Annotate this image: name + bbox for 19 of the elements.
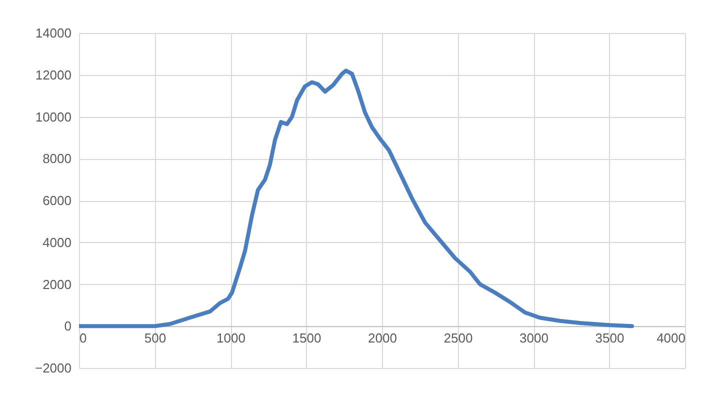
y-tick-label: 2000	[42, 276, 72, 292]
y-tick-label: 4000	[42, 234, 72, 250]
y-tick-label: −2000	[34, 360, 72, 376]
y-tick-label: 12000	[35, 67, 72, 82]
x-tick-label: 1500	[292, 330, 322, 346]
x-tick-label: 1000	[216, 330, 246, 346]
y-tick-label: 6000	[42, 193, 72, 208]
y-tick-label: 14000	[35, 26, 72, 40]
x-tick-label: 500	[144, 330, 166, 346]
line-series	[79, 68, 634, 328]
x-tick-label: 2000	[368, 330, 397, 346]
x-tick-label: 3000	[520, 330, 548, 346]
y-tick-label: 10000	[35, 109, 72, 124]
y-tick-label: 8000	[42, 151, 72, 166]
x-tick-label: 3500	[595, 330, 624, 346]
x-tick-label: 0	[80, 330, 87, 346]
x-tick-label: 4000	[656, 330, 686, 346]
x-tick-label: 2500	[444, 330, 473, 346]
y-tick-label: 0	[64, 318, 72, 334]
